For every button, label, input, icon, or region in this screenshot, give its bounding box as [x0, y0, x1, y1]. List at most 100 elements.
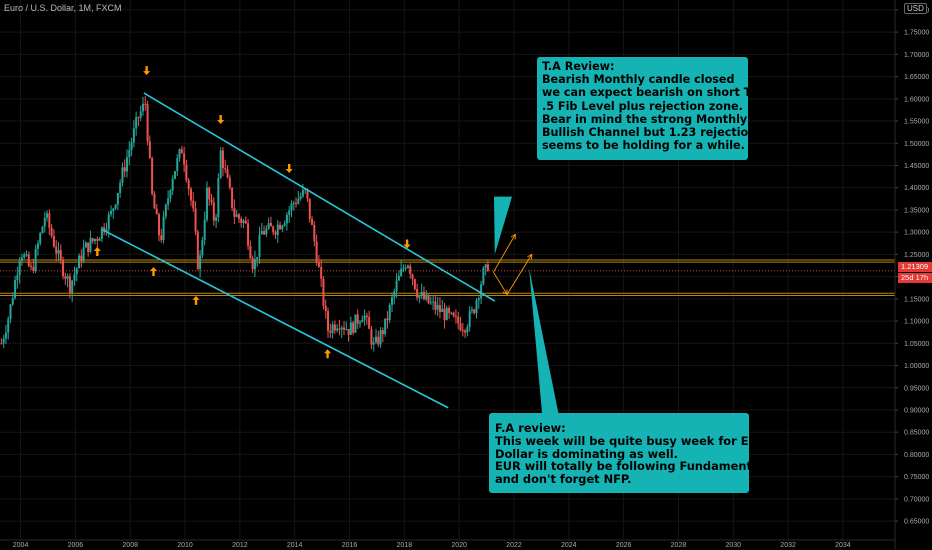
candle-body: [98, 238, 101, 241]
candle-body: [272, 226, 275, 233]
candle-body: [395, 280, 398, 292]
candle-body: [279, 224, 282, 230]
candle-body: [253, 259, 256, 270]
arrow-up-icon: [324, 349, 332, 359]
candle-body: [73, 274, 76, 281]
arrow-down-icon: [285, 163, 293, 173]
time-tick-label: 2012: [232, 542, 248, 549]
candle-body: [349, 322, 352, 335]
candle-body: [301, 190, 304, 197]
time-tick-label: 2018: [397, 542, 413, 549]
channel-lower-line: [102, 229, 449, 409]
candle-body: [114, 204, 117, 209]
time-tick-label: 2004: [13, 542, 29, 549]
time-tick-label: 2020: [451, 542, 467, 549]
candle-body: [233, 208, 236, 217]
projection-line: [506, 254, 533, 295]
candle-body: [427, 294, 430, 304]
candle-body: [94, 239, 97, 242]
candle-body: [66, 276, 69, 279]
price-tick-label: 1.30000: [904, 230, 929, 237]
candle-body: [103, 227, 106, 232]
currency-button[interactable]: USD: [904, 3, 927, 14]
candle-body: [409, 265, 412, 275]
bar-countdown-label: 25d 17h: [898, 273, 932, 283]
candle-body: [32, 267, 35, 272]
candle-body: [235, 214, 238, 217]
candle-body: [244, 220, 247, 224]
candle-body: [477, 298, 480, 301]
candle-body: [64, 276, 67, 279]
candle-body: [237, 214, 240, 219]
candle-body: [30, 265, 33, 268]
candle-body: [400, 268, 403, 276]
candle-body: [448, 307, 451, 313]
candle-body: [340, 327, 343, 330]
candle-body: [343, 327, 346, 330]
candle-body: [313, 224, 316, 242]
candle-body: [59, 250, 62, 260]
candle-body: [464, 330, 467, 333]
candle-body: [196, 231, 199, 269]
candle-body: [126, 157, 129, 172]
candle-body: [9, 304, 12, 319]
candle-body: [361, 319, 364, 323]
candle-body: [432, 301, 435, 303]
candle-body: [466, 326, 469, 333]
candle-body: [183, 153, 186, 165]
candle-body: [46, 213, 49, 218]
candle-body: [418, 295, 421, 298]
candle-body: [146, 104, 149, 142]
projection-line: [493, 271, 508, 295]
candle-body: [413, 279, 416, 290]
time-tick-label: 2032: [780, 542, 796, 549]
candle-body: [208, 187, 211, 200]
price-tick-label: 1.35000: [904, 207, 929, 214]
time-tick-label: 2006: [68, 542, 84, 549]
candle-body: [231, 187, 234, 209]
projection-arrowhead: [527, 253, 533, 260]
candle-body: [322, 278, 325, 306]
candle-body: [242, 220, 245, 223]
candle-body: [404, 267, 407, 269]
candle-body: [203, 219, 206, 241]
candle-body: [139, 111, 142, 118]
ta-review-note[interactable]: T.A Review: Bearish Monthly candle close…: [537, 57, 759, 160]
candle-body: [18, 261, 21, 276]
candle-body: [212, 202, 215, 221]
candle-body: [484, 264, 487, 269]
arrow-down-icon: [143, 66, 151, 76]
candle-body: [169, 190, 172, 199]
candle-body: [2, 338, 5, 344]
price-tick-label: 0.95000: [904, 385, 929, 392]
candle-body: [276, 224, 279, 235]
candle-body: [82, 247, 85, 262]
candle-body: [16, 275, 19, 281]
candle-body: [452, 312, 455, 317]
candle-body: [406, 265, 409, 268]
price-tick-label: 0.75000: [904, 474, 929, 481]
fa-review-note[interactable]: F.A review: This week will be quite busy…: [489, 413, 771, 493]
candle-body: [27, 254, 30, 266]
last-price-label: 1.21309: [898, 262, 932, 272]
candle-body: [247, 223, 250, 246]
candle-body: [429, 302, 432, 304]
candle-body: [397, 275, 400, 281]
candle-body: [308, 198, 311, 219]
candle-body: [48, 213, 51, 228]
candle-body: [267, 222, 270, 229]
candle-body: [473, 309, 476, 314]
candle-body: [297, 198, 300, 204]
candle-body: [420, 292, 423, 296]
candle-body: [384, 318, 387, 335]
candle-body: [178, 149, 181, 159]
candle-body: [34, 248, 37, 272]
candle-body: [205, 187, 208, 220]
bearish-channel: [102, 92, 496, 409]
candle-body: [320, 267, 323, 279]
candle-body: [356, 314, 359, 324]
fa-review-line: EUR will totally be following Fundamenta…: [495, 459, 771, 474]
candle-body: [137, 117, 140, 119]
